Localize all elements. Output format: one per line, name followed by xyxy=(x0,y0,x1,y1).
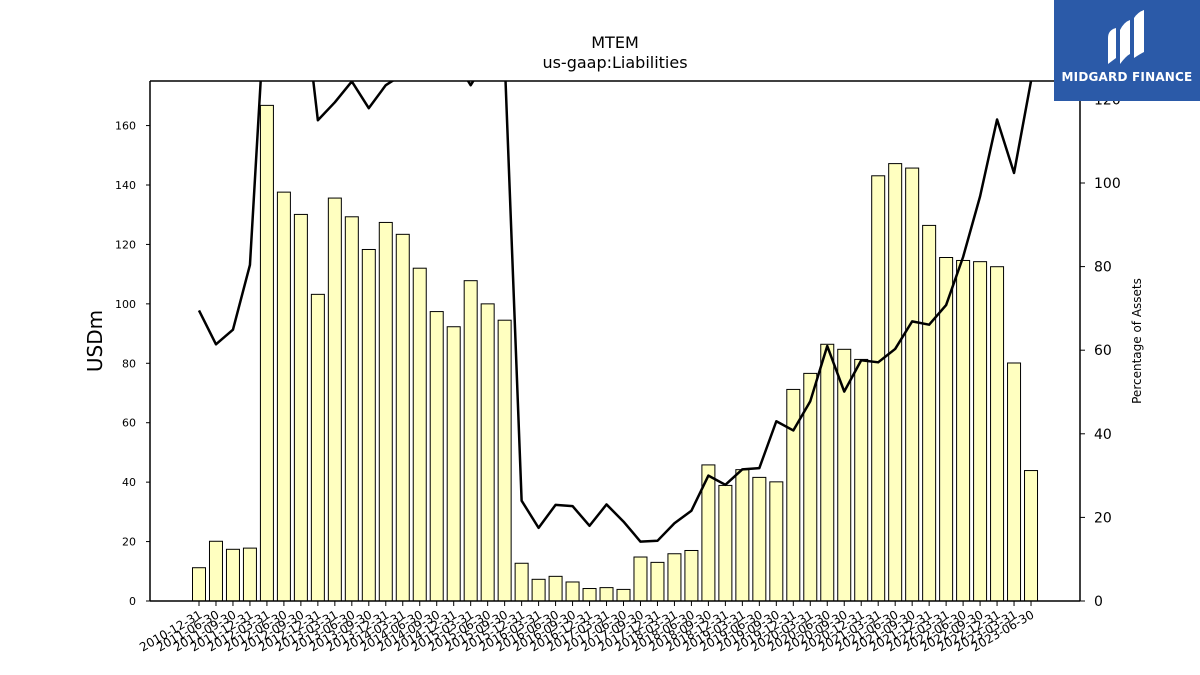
bar xyxy=(396,234,409,601)
bar-series xyxy=(193,105,1038,601)
y-axis-label: USDm xyxy=(83,310,107,372)
chart-title: MTEM xyxy=(591,33,639,52)
bar xyxy=(855,359,868,601)
bar xyxy=(838,349,851,601)
y-tick-label: 60 xyxy=(122,417,136,430)
bar xyxy=(532,579,545,601)
bar xyxy=(464,281,477,601)
midgard-finance-logo: MIDGARD FINANCE xyxy=(1054,0,1200,101)
bar xyxy=(566,582,579,601)
chart-subtitle: us-gaap:Liabilities xyxy=(542,53,687,72)
bar xyxy=(736,470,749,601)
bar xyxy=(379,222,392,601)
bar xyxy=(311,294,324,601)
chart-canvas: MTEM us-gaap:Liabilities 0 20 40 60 80 100 120… xyxy=(0,0,1200,675)
y-tick-label: 20 xyxy=(122,536,136,549)
bar xyxy=(413,268,426,601)
bar xyxy=(430,312,443,601)
bar xyxy=(668,554,681,601)
bar xyxy=(634,557,647,601)
y-tick-label: 100 xyxy=(115,298,136,311)
logo-text: MIDGARD FINANCE xyxy=(1054,70,1200,84)
bar xyxy=(260,105,273,601)
bar xyxy=(209,541,222,601)
y-tick-label: 140 xyxy=(115,179,136,192)
bar xyxy=(294,214,307,601)
y-tick-label: 160 xyxy=(115,120,136,133)
bar xyxy=(957,260,970,601)
bar xyxy=(226,549,239,601)
y-tick-label: 0 xyxy=(129,595,136,608)
bar xyxy=(515,563,528,601)
bar xyxy=(345,217,358,601)
y2-tick-label: 60 xyxy=(1094,343,1112,359)
bar xyxy=(549,576,562,601)
bar xyxy=(583,589,596,601)
bar xyxy=(974,262,987,601)
bar xyxy=(923,225,936,601)
bar xyxy=(328,198,341,601)
bar xyxy=(872,176,885,601)
bar xyxy=(1008,363,1021,601)
y-tick-label: 40 xyxy=(122,476,136,489)
bar xyxy=(906,168,919,601)
logo-mark-icon xyxy=(1106,8,1150,70)
y2-tick-label: 80 xyxy=(1094,260,1112,276)
bar xyxy=(770,482,783,601)
bar xyxy=(991,267,1004,601)
bar xyxy=(243,548,256,601)
y-tick-label: 80 xyxy=(122,357,136,370)
y-tick-label: 120 xyxy=(115,238,136,251)
y2-tick-label: 0 xyxy=(1094,594,1103,610)
bar xyxy=(719,485,732,601)
bar xyxy=(277,192,290,601)
bar xyxy=(481,304,494,601)
y2-tick-label: 100 xyxy=(1094,176,1121,192)
bar xyxy=(447,327,460,601)
bar xyxy=(685,550,698,601)
bar xyxy=(362,249,375,601)
bar xyxy=(651,562,664,601)
bar xyxy=(600,588,613,601)
bar xyxy=(1025,471,1038,601)
bar xyxy=(889,164,902,601)
y2-axis-label: Percentage of Assets xyxy=(1130,278,1144,404)
y2-tick-label: 40 xyxy=(1094,427,1112,443)
bar xyxy=(753,477,766,601)
bar xyxy=(498,320,511,601)
bar xyxy=(821,344,834,601)
y2-tick-label: 20 xyxy=(1094,510,1112,526)
bar xyxy=(617,589,630,601)
bar xyxy=(193,568,206,601)
